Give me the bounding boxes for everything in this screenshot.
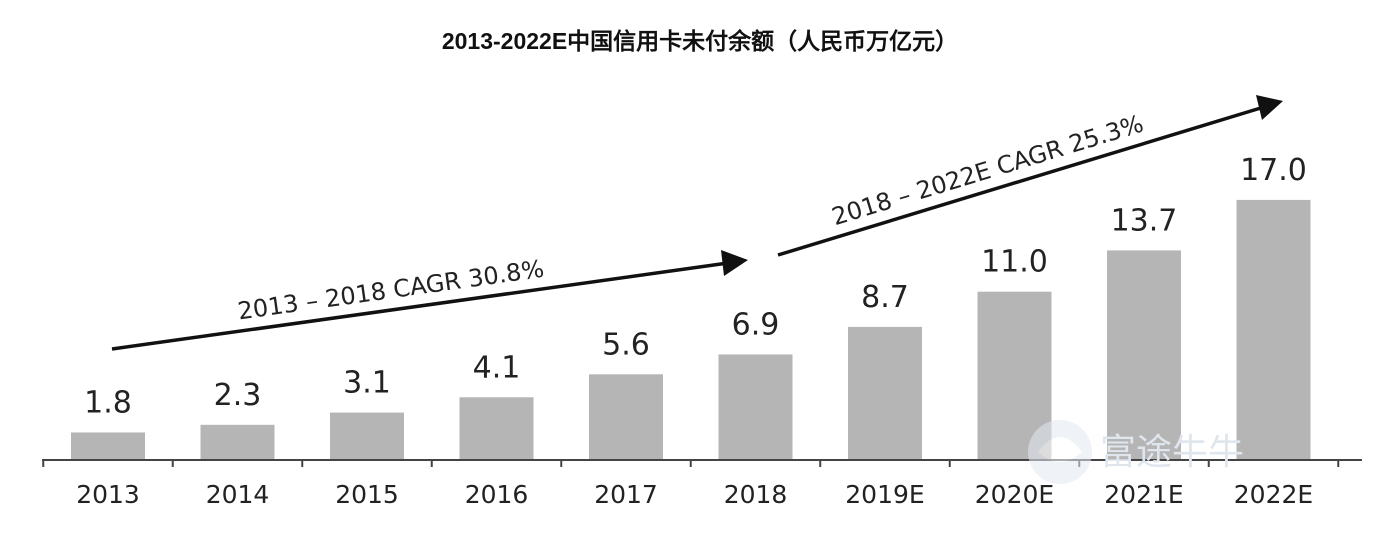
bar-2019E xyxy=(848,326,922,460)
x-tick-label-2021E: 2021E xyxy=(1104,480,1183,509)
value-label-2015: 3.1 xyxy=(343,366,391,401)
value-label-2016: 4.1 xyxy=(473,350,521,385)
bar-2015 xyxy=(330,412,404,460)
value-label-2018: 6.9 xyxy=(732,307,780,342)
cagr-arrow-2-line xyxy=(777,105,1265,257)
bar-2017 xyxy=(589,374,663,460)
x-tick-label-2016: 2016 xyxy=(465,480,529,509)
value-label-2020E: 11.0 xyxy=(981,245,1048,280)
value-label-2019E: 8.7 xyxy=(861,280,909,315)
x-tick-label-2020E: 2020E xyxy=(975,480,1054,509)
cagr-annotation-1: 2013 – 2018 CAGR 30.8% xyxy=(236,255,546,326)
x-tick-label-2018: 2018 xyxy=(724,480,788,509)
x-tick-label-2014: 2014 xyxy=(206,480,270,509)
cagr-arrow-1-line xyxy=(111,261,729,351)
value-label-2013: 1.8 xyxy=(84,385,132,420)
value-label-2021E: 13.7 xyxy=(1111,203,1178,238)
x-tick-label-2017: 2017 xyxy=(594,480,658,509)
value-label-2017: 5.6 xyxy=(602,327,650,362)
chart-title: 2013-2022E中国信用卡未付余额（人民币万亿元） xyxy=(442,28,958,54)
x-tick-label-2015: 2015 xyxy=(335,480,399,509)
cagr-arrow-2-head xyxy=(1256,95,1283,120)
bar-2016 xyxy=(459,397,534,460)
watermark-logo-icon xyxy=(1028,420,1092,484)
cagr-annotation-2: 2018 – 2022E CAGR 25.3% xyxy=(829,110,1147,232)
x-tick-label-2013: 2013 xyxy=(76,480,140,509)
bar-2014 xyxy=(200,424,275,460)
bar-2018 xyxy=(718,354,793,460)
watermark-text: 富途牛牛 xyxy=(1100,432,1244,473)
value-label-2014: 2.3 xyxy=(214,378,262,413)
bar-2022E xyxy=(1236,199,1311,460)
value-label-2022E: 17.0 xyxy=(1240,153,1307,188)
cagr-arrow-1-head xyxy=(721,250,748,276)
bar-2013 xyxy=(71,432,145,460)
x-tick-label-2022E: 2022E xyxy=(1234,480,1313,509)
x-tick-label-2019E: 2019E xyxy=(845,480,924,509)
bar-2021E xyxy=(1107,250,1181,460)
